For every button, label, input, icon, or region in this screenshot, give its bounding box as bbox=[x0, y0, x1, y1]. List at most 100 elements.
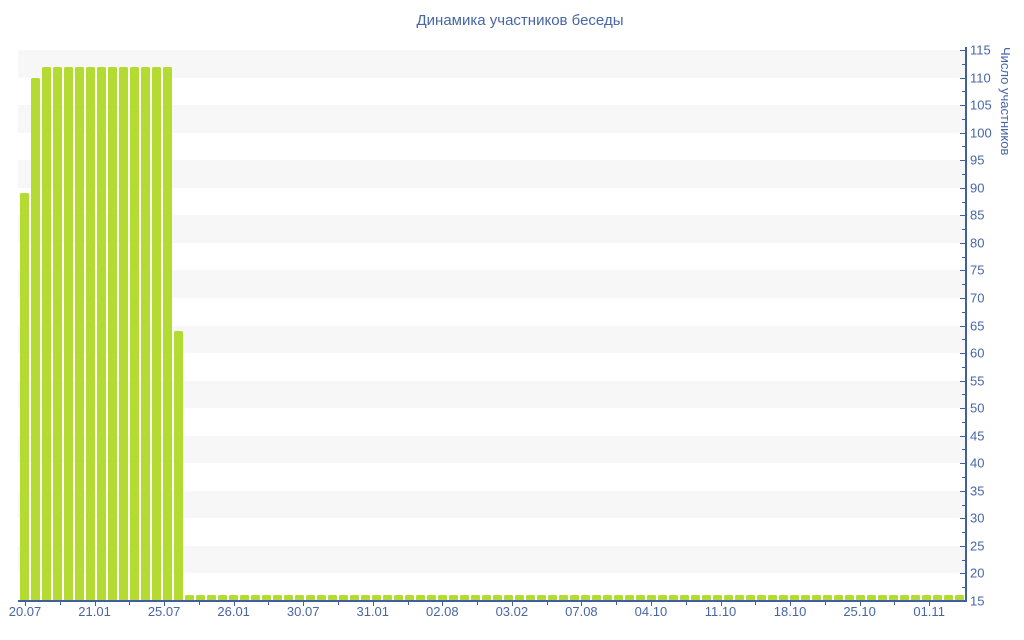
y-tick-label: 30 bbox=[970, 510, 985, 526]
bar bbox=[207, 595, 216, 601]
bar bbox=[152, 66, 161, 601]
x-tick-label: 26.01 bbox=[217, 604, 250, 619]
x-minor-tick bbox=[894, 602, 896, 605]
y-minor-tick bbox=[962, 91, 965, 93]
y-tick-label: 95 bbox=[970, 152, 985, 168]
bar bbox=[471, 595, 480, 601]
bar bbox=[97, 66, 106, 601]
y-tick bbox=[960, 490, 965, 492]
bar bbox=[449, 595, 458, 601]
bar bbox=[108, 66, 117, 601]
bar bbox=[922, 595, 931, 601]
y-minor-tick bbox=[962, 284, 965, 286]
x-minor-tick bbox=[616, 602, 618, 605]
x-tick bbox=[94, 602, 96, 606]
y-tick bbox=[960, 463, 965, 465]
x-tick bbox=[233, 602, 235, 606]
x-tick-label: 25.10 bbox=[843, 604, 876, 619]
bar bbox=[878, 595, 887, 601]
y-tick-label: 65 bbox=[970, 318, 985, 333]
bar bbox=[570, 595, 579, 601]
bar bbox=[537, 595, 546, 601]
x-tick bbox=[581, 602, 583, 606]
y-minor-tick bbox=[962, 256, 965, 258]
x-tick bbox=[511, 602, 513, 606]
bar bbox=[64, 66, 73, 601]
bar bbox=[614, 595, 623, 601]
bar bbox=[603, 595, 612, 601]
y-tick bbox=[960, 601, 965, 602]
bar bbox=[493, 595, 502, 601]
bar bbox=[174, 331, 183, 601]
bar bbox=[581, 595, 590, 601]
y-tick-label: 40 bbox=[970, 455, 985, 471]
bar bbox=[42, 66, 51, 601]
y-axis-line bbox=[965, 47, 967, 602]
y-minor-tick bbox=[962, 394, 965, 396]
y-tick bbox=[960, 353, 965, 355]
bar bbox=[383, 595, 392, 601]
bar bbox=[592, 595, 601, 601]
y-minor-tick bbox=[962, 229, 965, 231]
bar bbox=[856, 595, 865, 601]
y-tick bbox=[960, 50, 965, 51]
bar bbox=[625, 595, 634, 601]
bar bbox=[273, 595, 282, 601]
x-minor-tick bbox=[477, 602, 479, 605]
y-tick bbox=[960, 242, 965, 244]
bar bbox=[658, 595, 667, 601]
x-tick-label: 21.01 bbox=[78, 604, 111, 619]
x-tick-label: 20.07 bbox=[8, 604, 42, 619]
y-tick-label: 20 bbox=[970, 565, 985, 581]
stripe-band bbox=[18, 215, 966, 243]
stripe-band bbox=[18, 270, 966, 298]
y-minor-tick bbox=[962, 201, 965, 203]
bar bbox=[845, 595, 854, 601]
bar bbox=[350, 595, 359, 601]
y-tick-label: 90 bbox=[970, 180, 985, 196]
bar bbox=[526, 595, 535, 601]
bar bbox=[372, 595, 381, 601]
bar bbox=[779, 595, 788, 601]
y-minor-tick bbox=[962, 504, 965, 506]
plot-area bbox=[18, 47, 966, 601]
bar bbox=[691, 595, 700, 601]
bar bbox=[141, 66, 150, 601]
y-tick-label: 45 bbox=[970, 428, 985, 444]
bar bbox=[955, 595, 964, 601]
x-tick bbox=[790, 602, 792, 606]
y-tick-label: 85 bbox=[970, 207, 985, 223]
y-minor-tick bbox=[962, 532, 965, 534]
y-tick-label: 50 bbox=[970, 400, 985, 416]
x-minor-tick bbox=[685, 602, 687, 605]
y-tick bbox=[960, 105, 965, 107]
bar bbox=[361, 595, 370, 601]
y-minor-tick bbox=[962, 173, 965, 175]
bar bbox=[130, 66, 139, 601]
y-minor-tick bbox=[962, 366, 965, 368]
y-tick-label: 25 bbox=[970, 538, 985, 554]
bar bbox=[427, 595, 436, 601]
bar bbox=[20, 193, 29, 601]
bar bbox=[680, 595, 689, 601]
y-tick-label: 105 bbox=[970, 97, 992, 113]
bar bbox=[746, 595, 755, 601]
x-tick bbox=[720, 602, 722, 606]
x-tick bbox=[650, 602, 652, 606]
bar bbox=[75, 66, 84, 601]
x-tick bbox=[164, 602, 166, 606]
bar bbox=[636, 595, 645, 601]
bar bbox=[339, 595, 348, 601]
bar bbox=[713, 595, 722, 601]
x-tick-label: 02.08 bbox=[426, 604, 459, 619]
x-tick bbox=[442, 602, 444, 606]
x-minor-tick bbox=[824, 602, 826, 605]
bar bbox=[295, 595, 304, 601]
y-minor-tick bbox=[962, 146, 965, 148]
bar bbox=[548, 595, 557, 601]
x-minor-tick bbox=[198, 602, 200, 605]
y-tick-label: 60 bbox=[970, 345, 985, 361]
bar bbox=[317, 595, 326, 601]
x-tick-label: 07.08 bbox=[565, 604, 598, 619]
